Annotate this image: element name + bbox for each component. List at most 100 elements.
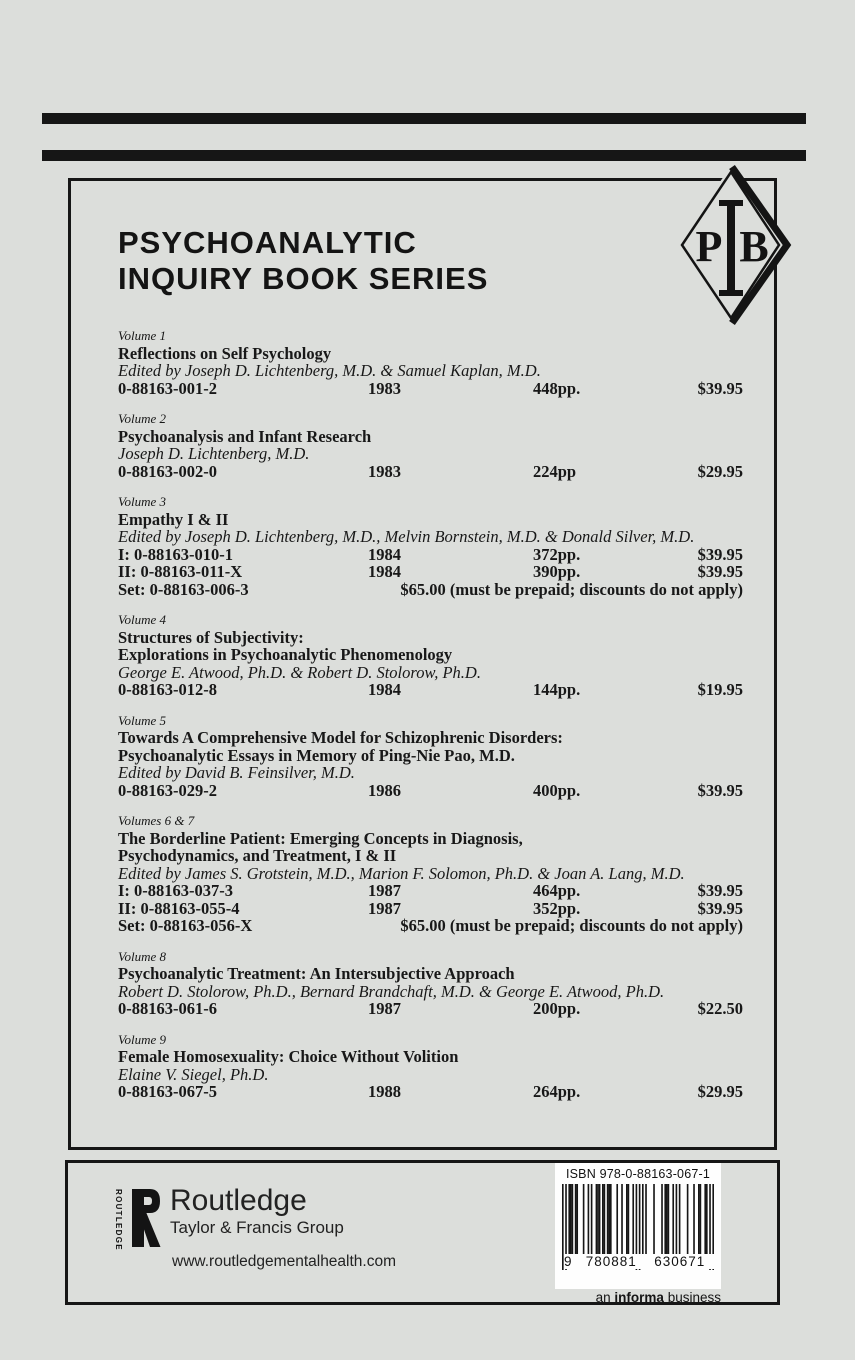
volume-isbn: 0-88163-012-8 (118, 680, 217, 699)
volume-price: $39.95 (697, 562, 743, 581)
informa-post: business (667, 1290, 721, 1305)
volume-entry: Volume 2 Psychoanalysis and Infant Resear… (118, 410, 743, 480)
volume-entry: Volume 1 Reflections on Self Psychology Ed… (118, 327, 743, 397)
publisher-name: Routledge (170, 1184, 307, 1217)
volume-label: Volume 5 (118, 712, 167, 728)
informa-pre: an (595, 1290, 611, 1305)
volume-authors: George E. Atwood, Ph.D. & Robert D. Stol… (118, 662, 481, 682)
volume-price: $19.95 (697, 680, 743, 699)
volume-pages: 144pp. (533, 680, 581, 699)
volume-entry: Volume 9 Female Homosexuality: Choice Wit… (118, 1031, 743, 1101)
series-listing-panel: PSYCHOANALYTIC INQUIRY BOOK SERIES Volum… (68, 178, 777, 1150)
volume-pages: 264pp. (533, 1082, 581, 1101)
volume-data-row: 0-88163-067-5 1988 264pp. $29.95 (118, 1083, 743, 1101)
publisher-wordmark: Routledge Taylor & Francis Group (170, 1185, 344, 1238)
volume-year: 1984 (368, 544, 401, 564)
volume-set-isbn: Set: 0-88163-056-X (118, 916, 253, 935)
volume-authors: Elaine V. Siegel, Ph.D. (118, 1064, 269, 1084)
logo-letter-i (719, 200, 743, 296)
volume-list: Volume 1 Reflections on Self Psychology Ed… (118, 327, 743, 1101)
volume-isbn: II: 0-88163-011-X (118, 562, 243, 581)
volume-set-note: $65.00 (must be prepaid; discounts do no… (400, 579, 743, 599)
volume-pages: 372pp. (533, 544, 581, 564)
barcode-digit-group1: 780881 (577, 1254, 646, 1269)
volume-pages: 352pp. (533, 898, 581, 918)
volume-price: $39.95 (697, 898, 743, 918)
publisher-panel: ROUTLEDGE Routledge Taylor & Francis Gro… (65, 1160, 780, 1305)
volume-label: Volume 3 (118, 494, 167, 509)
volume-authors: Edited by Joseph D. Lichtenberg, M.D., M… (118, 527, 695, 546)
volume-title: Psychoanalytic Essays in Memory of Ping-… (118, 745, 515, 765)
volume-data-row: I: 0-88163-010-1 1984 372pp. $39.95 (118, 544, 743, 564)
volume-title: Psychoanalysis and Infant Research (118, 426, 372, 446)
volume-year: 1983 (368, 461, 401, 481)
volume-data-row: 0-88163-001-2 1983 448pp. $39.95 (118, 378, 743, 398)
volume-price: $39.95 (697, 780, 743, 800)
volume-label: Volume 4 (118, 612, 167, 627)
volume-entry: Volumes 6 & 7 The Borderline Patient: Eme… (118, 812, 743, 935)
series-title: PSYCHOANALYTIC INQUIRY BOOK SERIES (118, 225, 743, 297)
barcode-bars: 9 780881 630671 (562, 1184, 714, 1272)
series-title-line1: PSYCHOANALYTIC (118, 225, 417, 260)
volume-set-row: Set: 0-88163-056-X $65.00 (must be prepai… (118, 917, 743, 935)
volume-label: Volumes 6 & 7 (118, 813, 195, 828)
routledge-vertical-wordmark: ROUTLEDGE (114, 1189, 123, 1251)
volume-isbn: 0-88163-061-6 (118, 999, 217, 1018)
volume-title: Psychodynamics, and Treatment, I & II (118, 846, 397, 865)
volume-title: The Borderline Patient: Emerging Concept… (118, 828, 523, 848)
volume-authors: Joseph D. Lichtenberg, M.D. (118, 444, 310, 463)
volume-year: 1987 (368, 898, 401, 918)
pib-series-logo-icon: P B (676, 164, 792, 326)
volume-price: $29.95 (697, 1082, 743, 1101)
volume-entry: Volume 5 Towards A Comprehensive Model fo… (118, 712, 743, 800)
volume-price: $39.95 (697, 544, 743, 564)
barcode-digit-lead: 9 (564, 1254, 577, 1269)
volume-data-row: 0-88163-012-8 1984 144pp. $19.95 (118, 681, 743, 699)
volume-title: Reflections on Self Psychology (118, 343, 332, 363)
volume-isbn: II: 0-88163-055-4 (118, 898, 240, 918)
volume-price: $22.50 (697, 999, 743, 1018)
volume-title: Structures of Subjectivity: (118, 627, 304, 647)
volume-entry: Volume 3 Empathy I & II Edited by Joseph D… (118, 493, 743, 598)
volume-year: 1984 (368, 562, 401, 581)
volume-entry: Volume 4 Structures of Subjectivity: Explo… (118, 611, 743, 699)
volume-authors: Robert D. Stolorow, Ph.D., Bernard Brand… (118, 981, 665, 1001)
volume-title: Psychoanalytic Treatment: An Intersubjec… (118, 964, 515, 983)
volume-pages: 464pp. (533, 881, 581, 900)
volume-isbn: 0-88163-067-5 (118, 1082, 217, 1101)
volume-label: Volume 8 (118, 948, 167, 964)
publisher-website: www.routledgementalhealth.com (172, 1253, 397, 1270)
routledge-r-logo-icon (132, 1189, 161, 1247)
decorative-rule-top (42, 113, 806, 124)
volume-data-row: 0-88163-061-6 1987 200pp. $22.50 (118, 1000, 743, 1018)
isbn-label: ISBN 978-0-88163-067-1 (565, 1167, 711, 1181)
volume-year: 1983 (368, 378, 401, 398)
volume-pages: 390pp. (533, 562, 581, 581)
publisher-group: Taylor & Francis Group (170, 1218, 344, 1237)
volume-set-row: Set: 0-88163-006-3 $65.00 (must be prepai… (118, 579, 743, 599)
volume-price: $29.95 (697, 461, 743, 481)
decorative-rule-bottom (42, 150, 806, 161)
volume-label: Volume 1 (118, 328, 167, 343)
volume-year: 1988 (368, 1082, 401, 1101)
volume-isbn: I: 0-88163-010-1 (118, 544, 234, 564)
barcode-digits: 9 780881 630671 (564, 1254, 714, 1269)
volume-isbn: 0-88163-001-2 (118, 378, 217, 398)
volume-label: Volume 9 (118, 1031, 167, 1047)
informa-bold: informa (614, 1290, 664, 1305)
isbn-barcode: ISBN 978-0-88163-067-1 9 780881 630671 (555, 1163, 721, 1289)
volume-title: Empathy I & II (118, 509, 229, 529)
volume-label: Volume 2 (118, 411, 167, 426)
volume-entry: Volume 8 Psychoanalytic Treatment: An Int… (118, 948, 743, 1018)
volume-authors: Edited by Joseph D. Lichtenberg, M.D. & … (118, 361, 541, 380)
volume-price: $39.95 (697, 378, 743, 398)
volume-pages: 400pp. (533, 780, 581, 800)
volume-authors: Edited by James S. Grotstein, M.D., Mari… (118, 863, 685, 883)
volume-year: 1987 (368, 881, 401, 900)
informa-tagline: an informa business (555, 1290, 721, 1305)
volume-data-row: I: 0-88163-037-3 1987 464pp. $39.95 (118, 882, 743, 900)
volume-data-row: 0-88163-029-2 1986 400pp. $39.95 (118, 780, 743, 800)
volume-isbn: 0-88163-029-2 (118, 780, 217, 800)
volume-pages: 448pp. (533, 378, 581, 398)
volume-year: 1984 (368, 680, 401, 699)
